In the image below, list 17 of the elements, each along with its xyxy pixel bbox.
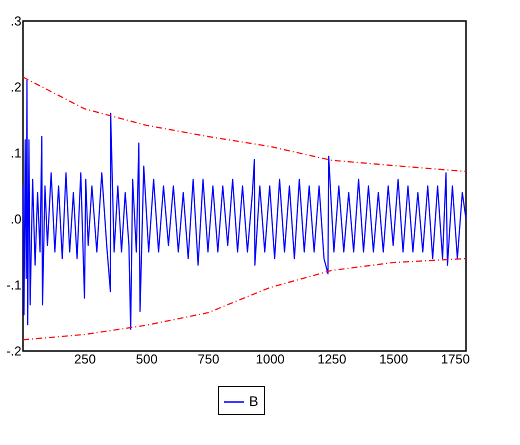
line-series — [22, 258, 467, 340]
y-tick-label: .2 — [10, 80, 22, 94]
y-tick-label: -.2 — [6, 344, 22, 358]
x-tick-label: 1500 — [379, 352, 408, 366]
x-tick-label: 750 — [198, 352, 220, 366]
x-tick-label: 500 — [136, 352, 158, 366]
line-series — [22, 76, 467, 172]
legend-label: B — [249, 393, 258, 409]
x-tick-label: 1000 — [256, 352, 285, 366]
x-tick-label: 1750 — [440, 352, 470, 366]
y-tick-label: .0 — [10, 212, 22, 226]
y-tick-label: .3 — [10, 14, 22, 28]
line-series — [22, 80, 467, 330]
y-tick-label: -.1 — [6, 278, 22, 292]
x-tick-label: 250 — [74, 352, 96, 366]
y-tick-label: .1 — [10, 146, 22, 160]
x-tick-label: 1250 — [317, 352, 346, 366]
